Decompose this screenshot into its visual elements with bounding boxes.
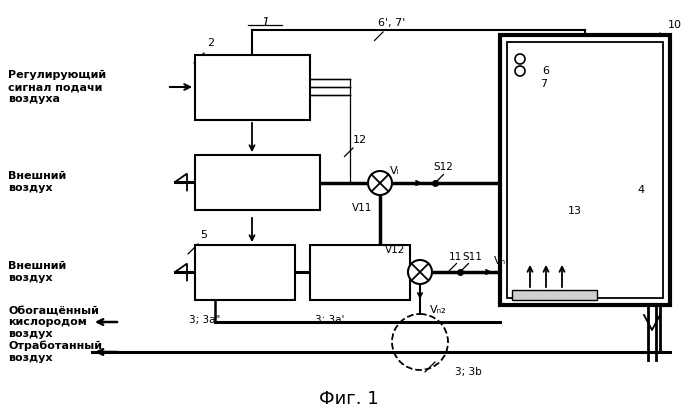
Text: Vₗ: Vₗ — [390, 166, 400, 176]
Text: Vₙ₂: Vₙ₂ — [430, 305, 447, 315]
Text: 4: 4 — [637, 185, 644, 195]
Text: 10: 10 — [668, 20, 682, 30]
Text: 3; 3а': 3; 3а' — [315, 315, 345, 325]
Text: Внешний
воздух: Внешний воздух — [8, 261, 66, 283]
Bar — [310, 245, 410, 300]
Text: V12: V12 — [385, 245, 405, 255]
Text: Фиг. 1: Фиг. 1 — [319, 390, 379, 408]
Text: 12: 12 — [353, 135, 367, 145]
Text: 11: 11 — [448, 252, 461, 262]
Bar — [195, 155, 320, 210]
Text: 1: 1 — [261, 16, 269, 29]
Text: S12: S12 — [433, 162, 453, 172]
Text: 2: 2 — [208, 38, 215, 48]
Text: Внешний
воздух: Внешний воздух — [8, 171, 66, 193]
Text: Отработанный
воздух: Отработанный воздух — [8, 341, 102, 363]
Text: 3; 3а": 3; 3а" — [189, 315, 221, 325]
Text: Регулирующий
сигнал подачи
воздуха: Регулирующий сигнал подачи воздуха — [8, 71, 106, 104]
Text: S11: S11 — [462, 252, 482, 262]
Circle shape — [408, 260, 432, 284]
Text: 13: 13 — [568, 206, 582, 216]
Bar — [500, 35, 670, 305]
Text: 7: 7 — [540, 79, 547, 89]
Circle shape — [368, 171, 392, 195]
Text: 6', 7': 6', 7' — [378, 18, 405, 28]
Bar — [512, 290, 597, 300]
Text: 5: 5 — [201, 230, 208, 240]
Bar — [195, 245, 295, 300]
Text: 6: 6 — [542, 66, 549, 76]
Text: Обогащённый
кислородом
воздух: Обогащённый кислородом воздух — [8, 305, 99, 339]
Text: Vₕ: Vₕ — [494, 256, 506, 266]
Bar — [507, 42, 663, 298]
Text: V11: V11 — [352, 203, 372, 213]
Bar — [195, 55, 310, 120]
Text: 3; 3b: 3; 3b — [455, 367, 482, 377]
